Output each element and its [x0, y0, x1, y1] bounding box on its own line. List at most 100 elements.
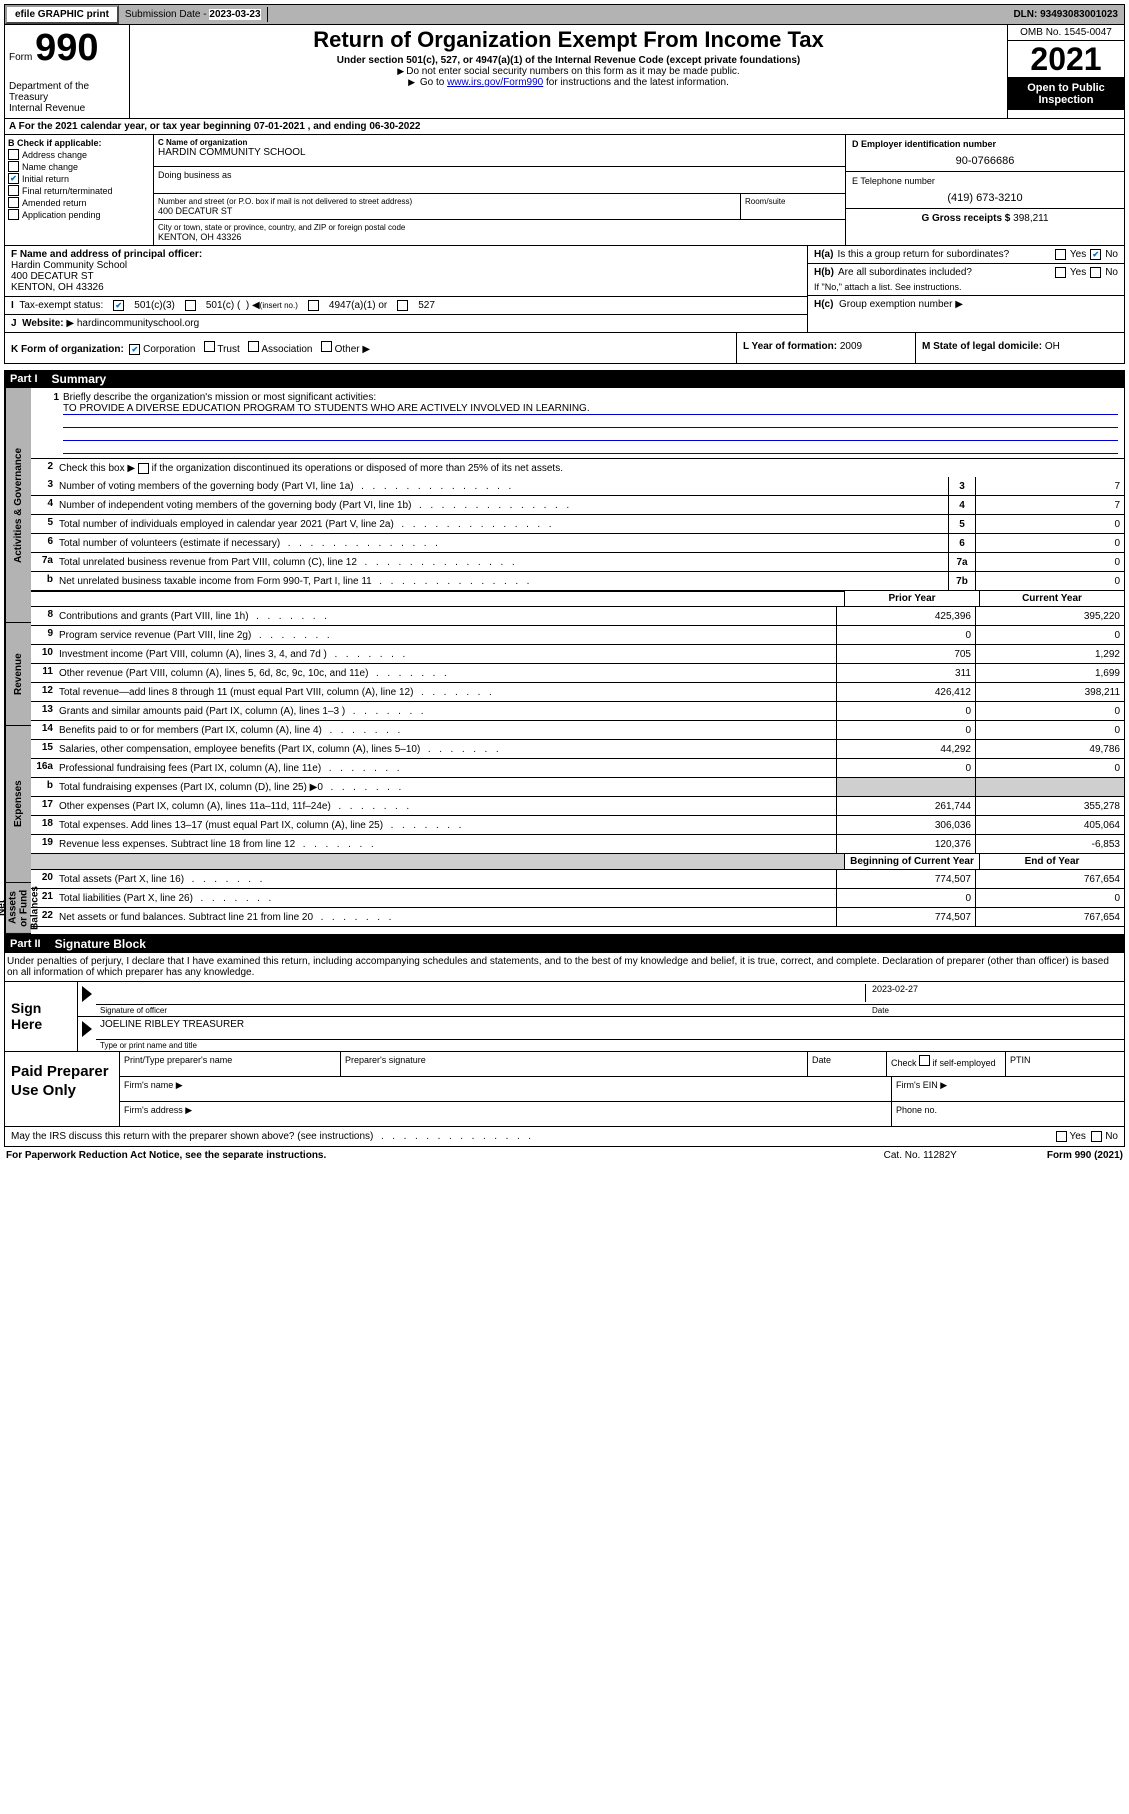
ha-label: H(a): [814, 249, 833, 260]
instr-line-2: Go to www.irs.gov/Form990 for instructio…: [132, 77, 1005, 88]
instr2-post: for instructions and the latest informat…: [546, 77, 729, 88]
section-bcd: B Check if applicable: Address change Na…: [4, 135, 1125, 246]
l-label: L Year of formation:: [743, 341, 837, 352]
check-trust[interactable]: [204, 341, 215, 352]
tab-net-assets: Net Assets or Fund Balances: [5, 883, 31, 934]
check-hb-yes[interactable]: [1055, 267, 1066, 278]
line-num: 7a: [31, 553, 57, 571]
line-desc: Total liabilities (Part X, line 26): [57, 889, 836, 907]
dln-label: DLN:: [1013, 9, 1040, 20]
no-label: No: [1105, 249, 1118, 260]
tax-year: 2021: [1008, 41, 1124, 78]
prior-value: 0: [836, 889, 975, 907]
dln-cell: DLN: 93493083001023: [1007, 7, 1124, 22]
check-assoc[interactable]: [248, 341, 259, 352]
current-value: 405,064: [975, 816, 1124, 834]
line-num: 19: [31, 835, 57, 853]
line-desc: Salaries, other compensation, employee b…: [57, 740, 836, 758]
city-label: City or town, state or province, country…: [158, 223, 841, 232]
line-desc: Number of independent voting members of …: [57, 496, 948, 514]
part1-header: Part I Summary: [4, 370, 1125, 388]
check-ha-no[interactable]: [1090, 249, 1101, 260]
line2-text: Check this box ▶: [59, 463, 135, 474]
preparer-row-3: Firm's address ▶ Phone no.: [120, 1102, 1124, 1126]
prior-value: 261,744: [836, 797, 975, 815]
preparer-name-hdr: Print/Type preparer's name: [120, 1052, 341, 1076]
current-year-header: Current Year: [979, 591, 1124, 606]
check-amended-return[interactable]: Amended return: [8, 197, 150, 208]
opt-trust: Trust: [217, 344, 239, 355]
prior-value: 705: [836, 645, 975, 663]
check-hb-no[interactable]: [1090, 267, 1101, 278]
sig-line: 2023-02-27: [96, 982, 1124, 1005]
col-d-ein-block: D Employer identification number 90-0766…: [845, 135, 1124, 245]
omb-number: OMB No. 1545-0047: [1008, 25, 1124, 41]
table-row: 13Grants and similar amounts paid (Part …: [31, 702, 1124, 721]
table-row: 19Revenue less expenses. Subtract line 1…: [31, 835, 1124, 854]
fij-left: F Name and address of principal officer:…: [5, 246, 807, 332]
tab-revenue: Revenue: [5, 623, 31, 726]
check-ha-yes[interactable]: [1055, 249, 1066, 260]
addr-value: 400 DECATUR ST: [158, 206, 736, 216]
table-row: 14Benefits paid to or for members (Part …: [31, 721, 1124, 740]
prior-value: 0: [836, 721, 975, 739]
check-discuss-yes[interactable]: [1056, 1131, 1067, 1142]
line-num: 9: [31, 626, 57, 644]
col-b-checkboxes: B Check if applicable: Address change Na…: [5, 135, 154, 245]
current-value: 0: [975, 889, 1124, 907]
net-lines: 20Total assets (Part X, line 16)774,5077…: [31, 870, 1124, 927]
summary-body: 1 Briefly describe the organization's mi…: [31, 388, 1124, 934]
check-final-return[interactable]: Final return/terminated: [8, 185, 150, 196]
opt-501c: 501(c) ( ) ◀(insert no.): [206, 300, 298, 311]
paid-preparer-block: Paid Preparer Use Only Print/Type prepar…: [4, 1052, 1125, 1127]
line-value: 7: [975, 477, 1124, 495]
current-value: 49,786: [975, 740, 1124, 758]
line-value: 0: [975, 553, 1124, 571]
hc-label: H(c): [814, 299, 833, 310]
check-initial-return[interactable]: Initial return: [8, 173, 150, 184]
sig-labels: Signature of officer Date: [96, 1005, 1124, 1016]
tab-governance: Activities & Governance: [5, 388, 31, 623]
line-num: 11: [31, 664, 57, 682]
check-corp[interactable]: [129, 344, 140, 355]
line2-checkbox[interactable]: [138, 463, 149, 474]
check-application-pending[interactable]: Application pending: [8, 209, 150, 220]
check-527[interactable]: [397, 300, 408, 311]
row-hb: H(b) Are all subordinates included? Yes …: [808, 264, 1124, 296]
check-501c[interactable]: [185, 300, 196, 311]
row-f-officer: F Name and address of principal officer:…: [5, 246, 807, 297]
table-row: 11Other revenue (Part VIII, column (A), …: [31, 664, 1124, 683]
check-self-employed[interactable]: [919, 1055, 930, 1066]
check-4947[interactable]: [308, 300, 319, 311]
prior-value: 120,376: [836, 835, 975, 853]
table-row: 18Total expenses. Add lines 13–17 (must …: [31, 816, 1124, 835]
check-address-change[interactable]: Address change: [8, 149, 150, 160]
line-box: 6: [948, 534, 975, 552]
line-box: 5: [948, 515, 975, 533]
phone-value: (419) 673-3210: [852, 192, 1118, 204]
i-text: Tax-exempt status:: [19, 300, 103, 311]
instr2-link[interactable]: www.irs.gov/Form990: [447, 77, 543, 88]
check-other[interactable]: [321, 341, 332, 352]
line-box: 7a: [948, 553, 975, 571]
check-name-change[interactable]: Name change: [8, 161, 150, 172]
hc-text: Group exemption number: [839, 299, 952, 310]
addr-label: Number and street (or P.O. box if mail i…: [158, 197, 736, 206]
opt-corp: Corporation: [143, 344, 195, 355]
sign-here-label: Sign Here: [5, 982, 77, 1051]
current-value: 0: [975, 702, 1124, 720]
yes-label: Yes: [1070, 249, 1086, 260]
date-label: Date: [866, 1006, 1120, 1015]
line-num: 14: [31, 721, 57, 739]
table-row: 12Total revenue—add lines 8 through 11 (…: [31, 683, 1124, 702]
j-label: J: [11, 318, 17, 329]
check-501c3[interactable]: [113, 300, 124, 311]
form-number: 990: [35, 27, 98, 69]
header-pad: [31, 591, 844, 606]
efile-print-button[interactable]: efile GRAPHIC print: [5, 5, 119, 24]
check-discuss-no[interactable]: [1091, 1131, 1102, 1142]
line1-body: Briefly describe the organization's miss…: [63, 392, 1118, 454]
prior-value: 425,396: [836, 607, 975, 625]
firm-name-label: Firm's name ▶: [120, 1077, 892, 1101]
line-desc: Other revenue (Part VIII, column (A), li…: [57, 664, 836, 682]
